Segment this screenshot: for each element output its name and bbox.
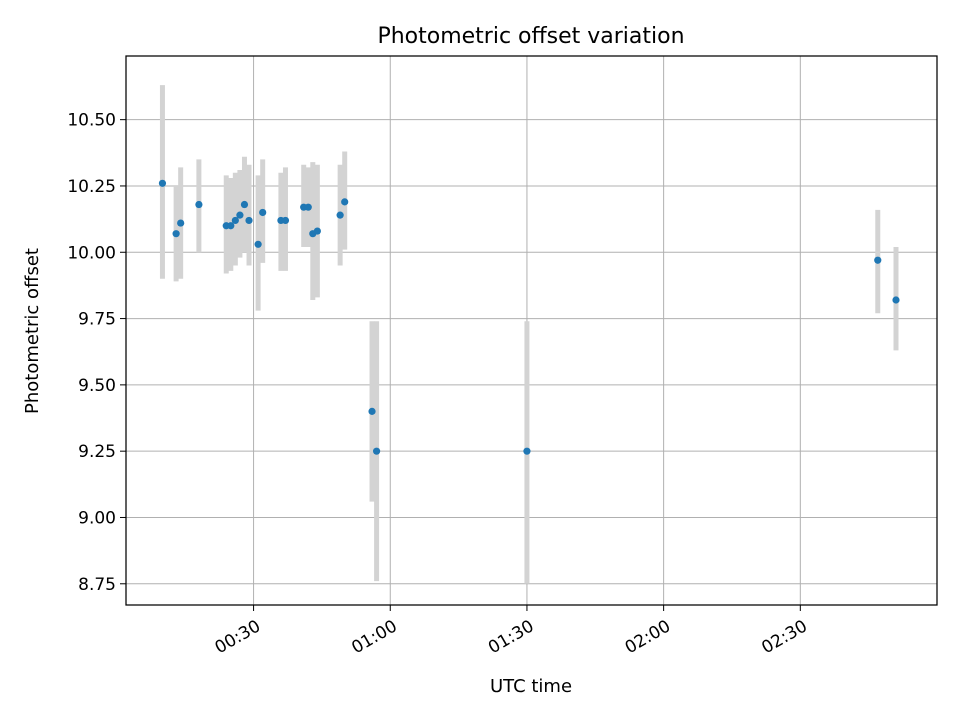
data-point bbox=[304, 203, 312, 211]
y-tick-label: 9.00 bbox=[78, 508, 116, 528]
y-axis-ticks: 8.75 9.00 9.25 9.50 9.75 10.00 10.25 10.50 bbox=[67, 111, 126, 595]
data-point bbox=[281, 216, 290, 225]
y-tick-label: 10.00 bbox=[67, 243, 116, 263]
data-point bbox=[372, 447, 381, 455]
y-tick-label: 10.50 bbox=[67, 111, 116, 131]
y-axis-label: Photometric offset bbox=[22, 248, 43, 414]
y-tick-label: 9.75 bbox=[78, 310, 116, 330]
plot-frame bbox=[125, 55, 938, 606]
data-point bbox=[227, 222, 235, 230]
data-point bbox=[259, 208, 267, 217]
y-tick-label: 8.75 bbox=[78, 575, 116, 595]
data-point bbox=[195, 200, 203, 209]
y-tick-label: 9.25 bbox=[78, 442, 116, 462]
x-axis-label: UTC time bbox=[490, 676, 572, 697]
y-tick-label: 10.25 bbox=[67, 177, 116, 197]
data-point bbox=[158, 179, 167, 187]
data-point bbox=[892, 296, 900, 304]
data-point bbox=[231, 216, 239, 225]
data-point bbox=[336, 211, 344, 219]
data-point bbox=[368, 407, 376, 415]
data-point bbox=[177, 219, 185, 227]
data-point bbox=[172, 230, 180, 238]
data-point bbox=[240, 200, 249, 209]
data-point bbox=[341, 198, 349, 206]
data-point bbox=[254, 240, 262, 248]
data-points bbox=[158, 179, 900, 455]
data-point bbox=[523, 447, 531, 455]
y-tick-label: 9.50 bbox=[78, 376, 116, 396]
data-point bbox=[236, 211, 244, 219]
data-point bbox=[874, 256, 882, 264]
data-point bbox=[245, 216, 253, 225]
chart-title: Photometric offset variation bbox=[377, 24, 684, 49]
data-point bbox=[313, 227, 321, 235]
